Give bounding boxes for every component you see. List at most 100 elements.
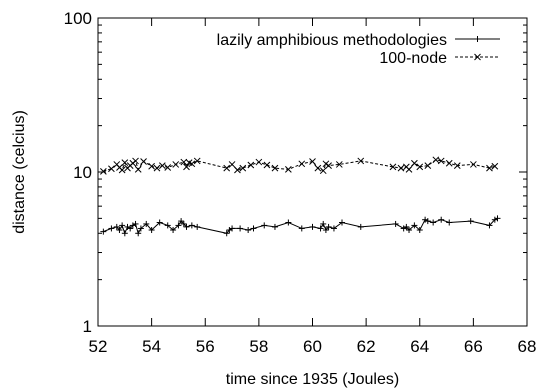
data-point-100-node: [309, 158, 316, 165]
data-point-100-node: [172, 161, 180, 168]
data-point-100-node-d2: [158, 162, 166, 169]
data-point-100-node-d2: [148, 162, 155, 170]
x-tick-label: 66: [464, 337, 483, 356]
data-point-lazily-amphibious-methodologies: [175, 222, 182, 229]
data-point-lazily-amphibious-methodologies: [148, 227, 155, 234]
data-point-lazily-amphibious-methodologies: [467, 218, 474, 225]
plot-area-frame: [97, 17, 528, 327]
data-point-100-node-d2: [172, 161, 180, 168]
data-point-100-node-d2: [263, 161, 271, 169]
data-point-100-node: [263, 161, 271, 169]
data-point-lazily-amphibious-methodologies: [438, 216, 445, 223]
data-point-100-node-d2: [180, 158, 188, 166]
data-point-lazily-amphibious-methodologies: [338, 219, 345, 226]
data-point-100-node-d2: [223, 164, 231, 172]
data-point-lazily-amphibious-methodologies: [325, 223, 332, 230]
x-tick-label: 52: [89, 337, 108, 356]
data-point-lazily-amphibious-methodologies: [491, 216, 498, 223]
data-point-lazily-amphibious-methodologies: [430, 219, 437, 226]
data-point-lazily-amphibious-methodologies: [132, 220, 139, 227]
x-axis-title: time since 1935 (Joules): [226, 371, 399, 388]
data-point-100-node-d2: [432, 156, 440, 164]
data-point-lazily-amphibious-methodologies: [422, 216, 429, 223]
data-point-100-node-d2: [108, 165, 115, 173]
data-point-100-node-d2: [247, 161, 255, 169]
data-point-lazily-amphibious-methodologies: [124, 223, 131, 230]
data-point-100-node: [453, 162, 461, 169]
data-point-lazily-amphibious-methodologies: [137, 225, 144, 232]
data-point-100-node-d2: [405, 166, 413, 173]
data-point-100-node: [411, 159, 418, 167]
data-point-100-node-d2: [424, 162, 432, 169]
legend-sample-lazily-amphibious-methodologies: [455, 36, 500, 42]
x-tick-label: 68: [518, 337, 537, 356]
data-point-100-node-d2: [491, 162, 499, 170]
legend-marker-lazily-amphibious-methodologies: [474, 36, 481, 42]
data-point-lazily-amphibious-methodologies: [424, 218, 431, 225]
legend: lazily amphibious methodologies 100-node: [217, 32, 500, 67]
data-point-100-node: [405, 166, 413, 173]
data-point-100-node-d2: [153, 164, 161, 172]
data-point-100-node-d2: [134, 166, 142, 173]
data-point-100-node: [134, 166, 142, 173]
data-point-lazily-amphibious-methodologies: [271, 223, 278, 230]
data-point-100-node-d2: [416, 163, 424, 171]
data-point-100-node-d2: [335, 161, 343, 168]
x-tick-labels: 52 54 56 58 60 62 64 66 68: [89, 337, 537, 356]
legend-marker-100-node: [474, 53, 481, 61]
x-tick-label: 54: [142, 337, 161, 356]
data-point-lazily-amphibious-methodologies: [129, 222, 136, 229]
data-point-lazily-amphibious-methodologies: [237, 225, 244, 232]
data-point-lazily-amphibious-methodologies: [357, 223, 364, 230]
data-point-100-node: [437, 157, 445, 165]
data-point-100-node-d2: [397, 164, 405, 172]
data-point-lazily-amphibious-methodologies: [135, 230, 142, 237]
data-point-100-node: [247, 161, 255, 169]
data-point-100-node: [298, 160, 306, 168]
data-point-100-node-d2: [486, 164, 493, 172]
y-axis-title: distance (celcius): [11, 110, 28, 234]
x-tick-label: 56: [196, 337, 215, 356]
data-point-lazily-amphibious-methodologies: [127, 225, 134, 232]
data-point-lazily-amphibious-methodologies: [229, 225, 236, 232]
data-point-lazily-amphibious-methodologies: [400, 225, 407, 232]
data-point-100-node: [183, 163, 190, 171]
data-point-100-node: [424, 162, 432, 169]
data-point-lazily-amphibious-methodologies: [188, 222, 195, 229]
data-point-lazily-amphibious-methodologies: [164, 222, 171, 229]
data-point-100-node-d2: [437, 157, 445, 165]
x-tick-label: 60: [303, 337, 322, 356]
data-point-100-node-d2: [239, 164, 247, 172]
data-point-100-node-d2: [389, 163, 397, 171]
data-point-lazily-amphibious-methodologies: [250, 225, 257, 232]
x-tick-label: 64: [410, 337, 429, 356]
data-point-lazily-amphibious-methodologies: [178, 218, 185, 225]
data-point-100-node: [285, 166, 292, 173]
data-point-100-node: [491, 162, 499, 170]
data-point-100-node: [193, 157, 201, 165]
data-point-100-node: [445, 159, 453, 167]
data-point-100-node: [314, 164, 322, 172]
data-point-lazily-amphibious-methodologies: [392, 220, 399, 227]
data-point-lazily-amphibious-methodologies: [317, 225, 324, 232]
data-point-100-node: [108, 165, 115, 173]
data-point-lazily-amphibious-methodologies: [194, 223, 201, 230]
x-tick-label: 62: [357, 337, 376, 356]
data-point-100-node: [271, 164, 279, 172]
data-point-lazily-amphibious-methodologies: [416, 227, 423, 234]
data-point-100-node: [335, 161, 343, 168]
series-lazily-amphibious-methodologies: [100, 215, 501, 237]
tick-marks: [97, 17, 528, 327]
data-point-lazily-amphibious-methodologies: [261, 222, 268, 229]
data-point-lazily-amphibious-methodologies: [113, 223, 120, 230]
data-point-lazily-amphibious-methodologies: [223, 230, 230, 237]
data-point-lazily-amphibious-methodologies: [411, 222, 418, 229]
data-point-lazily-amphibious-methodologies: [119, 222, 126, 229]
data-point-lazily-amphibious-methodologies: [245, 227, 252, 234]
data-point-lazily-amphibious-methodologies: [330, 225, 337, 232]
data-point-100-node: [389, 163, 397, 171]
series-line-lazily-amphibious-methodologies: [103, 217, 498, 235]
data-point-100-node: [319, 167, 327, 175]
data-point-100-node-d2: [314, 164, 322, 172]
data-point-100-node: [100, 167, 107, 175]
